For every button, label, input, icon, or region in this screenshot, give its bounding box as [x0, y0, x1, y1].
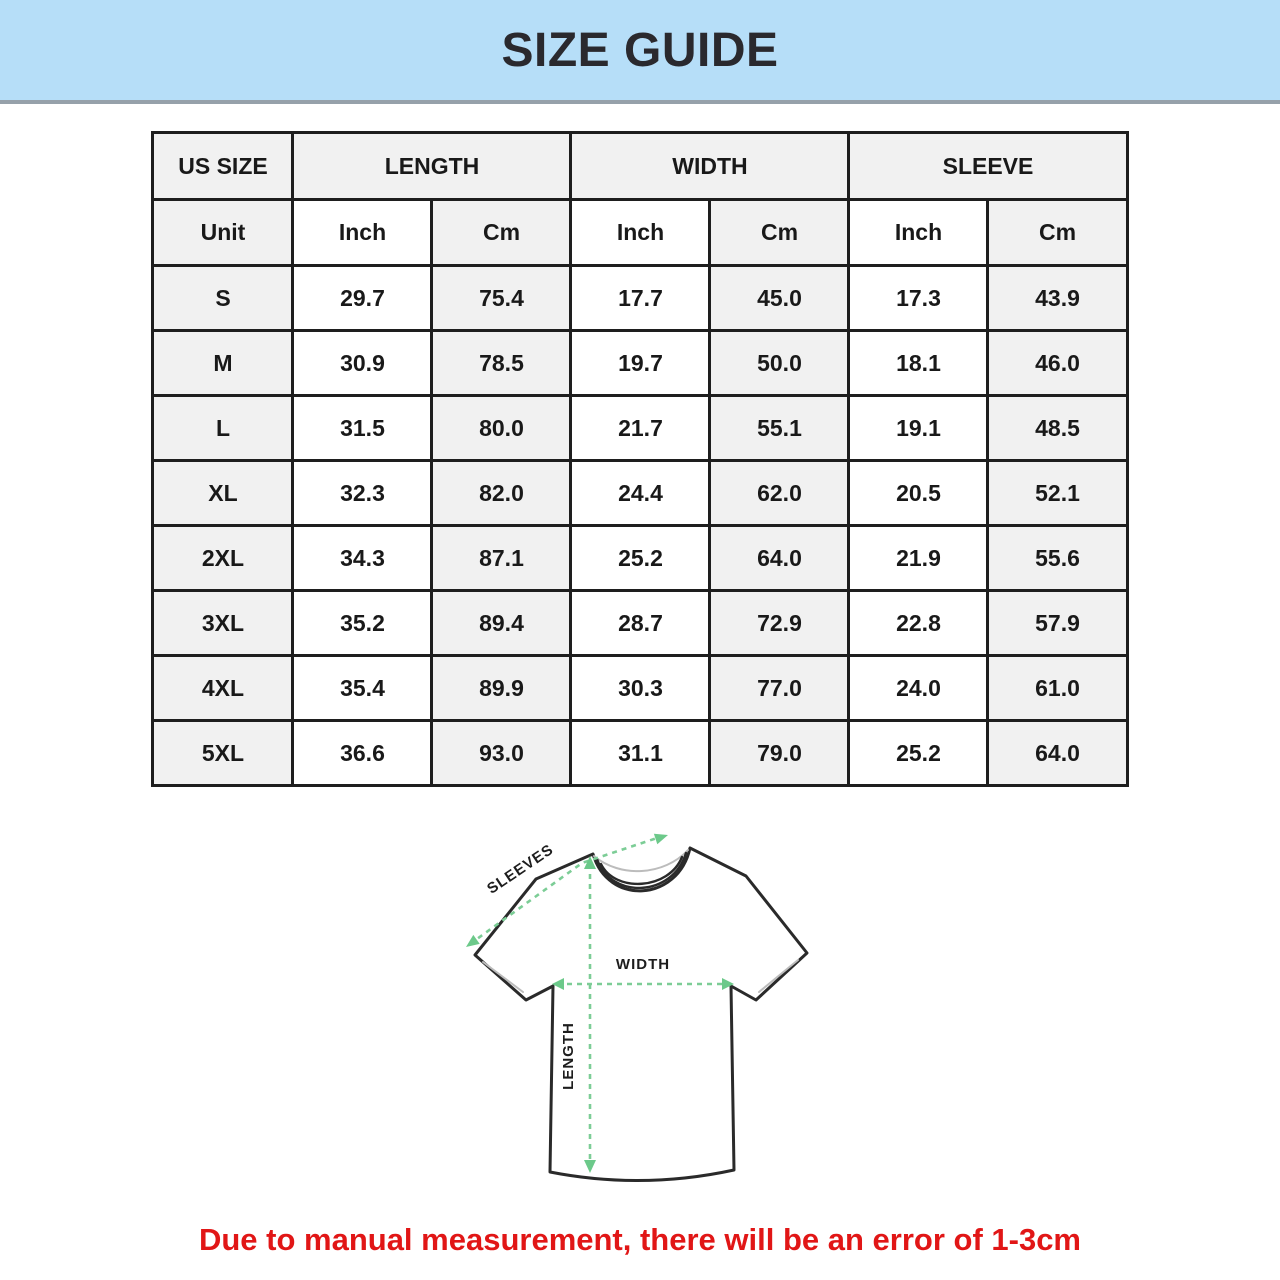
value-cell: 52.1 — [986, 459, 1129, 527]
table-group-header-row: US SIZE LENGTH WIDTH SLEEVE — [151, 131, 1129, 201]
value-cell: 19.1 — [847, 394, 990, 462]
table-row-m: M 30.9 78.5 19.7 50.0 18.1 46.0 — [151, 329, 1129, 397]
value-cell: 28.7 — [569, 589, 712, 657]
value-cell: 32.3 — [291, 459, 434, 527]
measurement-note: Due to manual measurement, there will be… — [198, 1222, 1082, 1257]
value-cell: 57.9 — [986, 589, 1129, 657]
width-arrow — [552, 978, 734, 990]
value-cell: 36.6 — [291, 719, 434, 787]
value-cell: 18.1 — [847, 329, 990, 397]
value-cell: 89.9 — [430, 654, 573, 722]
size-guide-banner: SIZE GUIDE — [0, 0, 1280, 104]
value-cell: 89.4 — [430, 589, 573, 657]
value-cell: 22.8 — [847, 589, 990, 657]
table-unit-row: Unit Inch Cm Inch Cm Inch Cm — [151, 198, 1129, 267]
size-cell: 2XL — [151, 524, 295, 592]
unit-cell: Cm — [708, 198, 851, 267]
value-cell: 43.9 — [986, 264, 1129, 332]
value-cell: 55.1 — [708, 394, 851, 462]
table-row-xl: XL 32.3 82.0 24.4 62.0 20.5 52.1 — [151, 459, 1129, 527]
value-cell: 55.6 — [986, 524, 1129, 592]
unit-cell: Cm — [986, 198, 1129, 267]
unit-cell: Cm — [430, 198, 573, 267]
size-cell: M — [151, 329, 295, 397]
page-title: SIZE GUIDE — [501, 23, 779, 77]
value-cell: 30.9 — [291, 329, 434, 397]
value-cell: 64.0 — [986, 719, 1129, 787]
column-header-length: LENGTH — [291, 131, 573, 201]
table-row-5xl: 5XL 36.6 93.0 31.1 79.0 25.2 64.0 — [151, 719, 1129, 787]
table-row-4xl: 4XL 35.4 89.9 30.3 77.0 24.0 61.0 — [151, 654, 1129, 722]
value-cell: 77.0 — [708, 654, 851, 722]
column-header-sleeve: SLEEVE — [847, 131, 1129, 201]
value-cell: 17.7 — [569, 264, 712, 332]
value-cell: 29.7 — [291, 264, 434, 332]
size-cell: S — [151, 264, 295, 332]
value-cell: 50.0 — [708, 329, 851, 397]
value-cell: 46.0 — [986, 329, 1129, 397]
value-cell: 78.5 — [430, 329, 573, 397]
column-header-width: WIDTH — [569, 131, 851, 201]
value-cell: 35.2 — [291, 589, 434, 657]
table-row-l: L 31.5 80.0 21.7 55.1 19.1 48.5 — [151, 394, 1129, 462]
value-cell: 21.7 — [569, 394, 712, 462]
sleeves-arrow — [466, 833, 668, 947]
value-cell: 20.5 — [847, 459, 990, 527]
value-cell: 79.0 — [708, 719, 851, 787]
tshirt-measurement-diagram: SLEEVES WIDTH LENGTH — [460, 816, 820, 1216]
value-cell: 24.0 — [847, 654, 990, 722]
unit-cell: Inch — [291, 198, 434, 267]
table-row-s: S 29.7 75.4 17.7 45.0 17.3 43.9 — [151, 264, 1129, 332]
table-row-2xl: 2XL 34.3 87.1 25.2 64.0 21.9 55.6 — [151, 524, 1129, 592]
column-header-us-size: US SIZE — [151, 131, 295, 201]
size-cell: 5XL — [151, 719, 295, 787]
value-cell: 35.4 — [291, 654, 434, 722]
value-cell: 61.0 — [986, 654, 1129, 722]
size-cell: 4XL — [151, 654, 295, 722]
value-cell: 17.3 — [847, 264, 990, 332]
table-row-3xl: 3XL 35.2 89.4 28.7 72.9 22.8 57.9 — [151, 589, 1129, 657]
size-cell: L — [151, 394, 295, 462]
tshirt-outline — [473, 846, 809, 1182]
value-cell: 80.0 — [430, 394, 573, 462]
length-arrow — [584, 856, 596, 1173]
value-cell: 31.5 — [291, 394, 434, 462]
unit-cell: Inch — [569, 198, 712, 267]
value-cell: 62.0 — [708, 459, 851, 527]
value-cell: 75.4 — [430, 264, 573, 332]
value-cell: 25.2 — [569, 524, 712, 592]
value-cell: 82.0 — [430, 459, 573, 527]
value-cell: 64.0 — [708, 524, 851, 592]
value-cell: 30.3 — [569, 654, 712, 722]
value-cell: 31.1 — [569, 719, 712, 787]
value-cell: 19.7 — [569, 329, 712, 397]
value-cell: 48.5 — [986, 394, 1129, 462]
value-cell: 93.0 — [430, 719, 573, 787]
value-cell: 87.1 — [430, 524, 573, 592]
value-cell: 45.0 — [708, 264, 851, 332]
unit-row-label: Unit — [151, 198, 295, 267]
value-cell: 34.3 — [291, 524, 434, 592]
value-cell: 25.2 — [847, 719, 990, 787]
value-cell: 72.9 — [708, 589, 851, 657]
length-label: LENGTH — [560, 1022, 577, 1090]
size-cell: 3XL — [151, 589, 295, 657]
size-table: US SIZE LENGTH WIDTH SLEEVE Unit Inch Cm… — [151, 131, 1129, 787]
size-cell: XL — [151, 459, 295, 527]
width-label: WIDTH — [616, 956, 670, 973]
unit-cell: Inch — [847, 198, 990, 267]
value-cell: 24.4 — [569, 459, 712, 527]
value-cell: 21.9 — [847, 524, 990, 592]
